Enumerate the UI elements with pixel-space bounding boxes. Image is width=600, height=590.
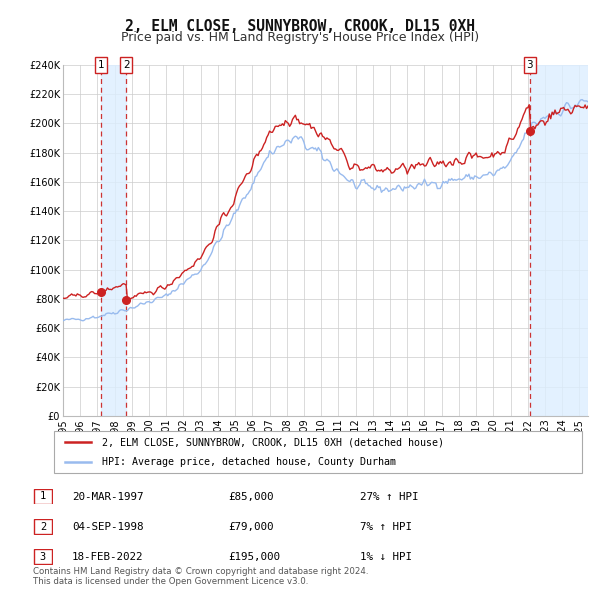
Text: £195,000: £195,000 (228, 552, 280, 562)
Text: 1% ↓ HPI: 1% ↓ HPI (360, 552, 412, 562)
Text: 27% ↑ HPI: 27% ↑ HPI (360, 492, 419, 502)
Text: £79,000: £79,000 (228, 522, 274, 532)
Text: Price paid vs. HM Land Registry's House Price Index (HPI): Price paid vs. HM Land Registry's House … (121, 31, 479, 44)
FancyBboxPatch shape (34, 519, 52, 534)
Text: 20-MAR-1997: 20-MAR-1997 (72, 492, 143, 502)
Text: Contains HM Land Registry data © Crown copyright and database right 2024.
This d: Contains HM Land Registry data © Crown c… (33, 567, 368, 586)
Text: 04-SEP-1998: 04-SEP-1998 (72, 522, 143, 532)
Text: 3: 3 (527, 60, 533, 70)
FancyBboxPatch shape (34, 489, 52, 504)
Text: £85,000: £85,000 (228, 492, 274, 502)
Text: 7% ↑ HPI: 7% ↑ HPI (360, 522, 412, 532)
FancyBboxPatch shape (34, 549, 52, 564)
Bar (530, 65, 588, 416)
Text: 1: 1 (98, 60, 104, 70)
Bar (101, 65, 126, 416)
Text: HPI: Average price, detached house, County Durham: HPI: Average price, detached house, Coun… (101, 457, 395, 467)
Text: 3: 3 (40, 552, 46, 562)
Text: 1: 1 (40, 491, 46, 502)
Text: 2: 2 (40, 522, 46, 532)
Text: 18-FEB-2022: 18-FEB-2022 (72, 552, 143, 562)
Text: 2, ELM CLOSE, SUNNYBROW, CROOK, DL15 0XH: 2, ELM CLOSE, SUNNYBROW, CROOK, DL15 0XH (125, 19, 475, 34)
Text: 2: 2 (123, 60, 130, 70)
FancyBboxPatch shape (54, 431, 582, 473)
Text: 2, ELM CLOSE, SUNNYBROW, CROOK, DL15 0XH (detached house): 2, ELM CLOSE, SUNNYBROW, CROOK, DL15 0XH… (101, 437, 443, 447)
